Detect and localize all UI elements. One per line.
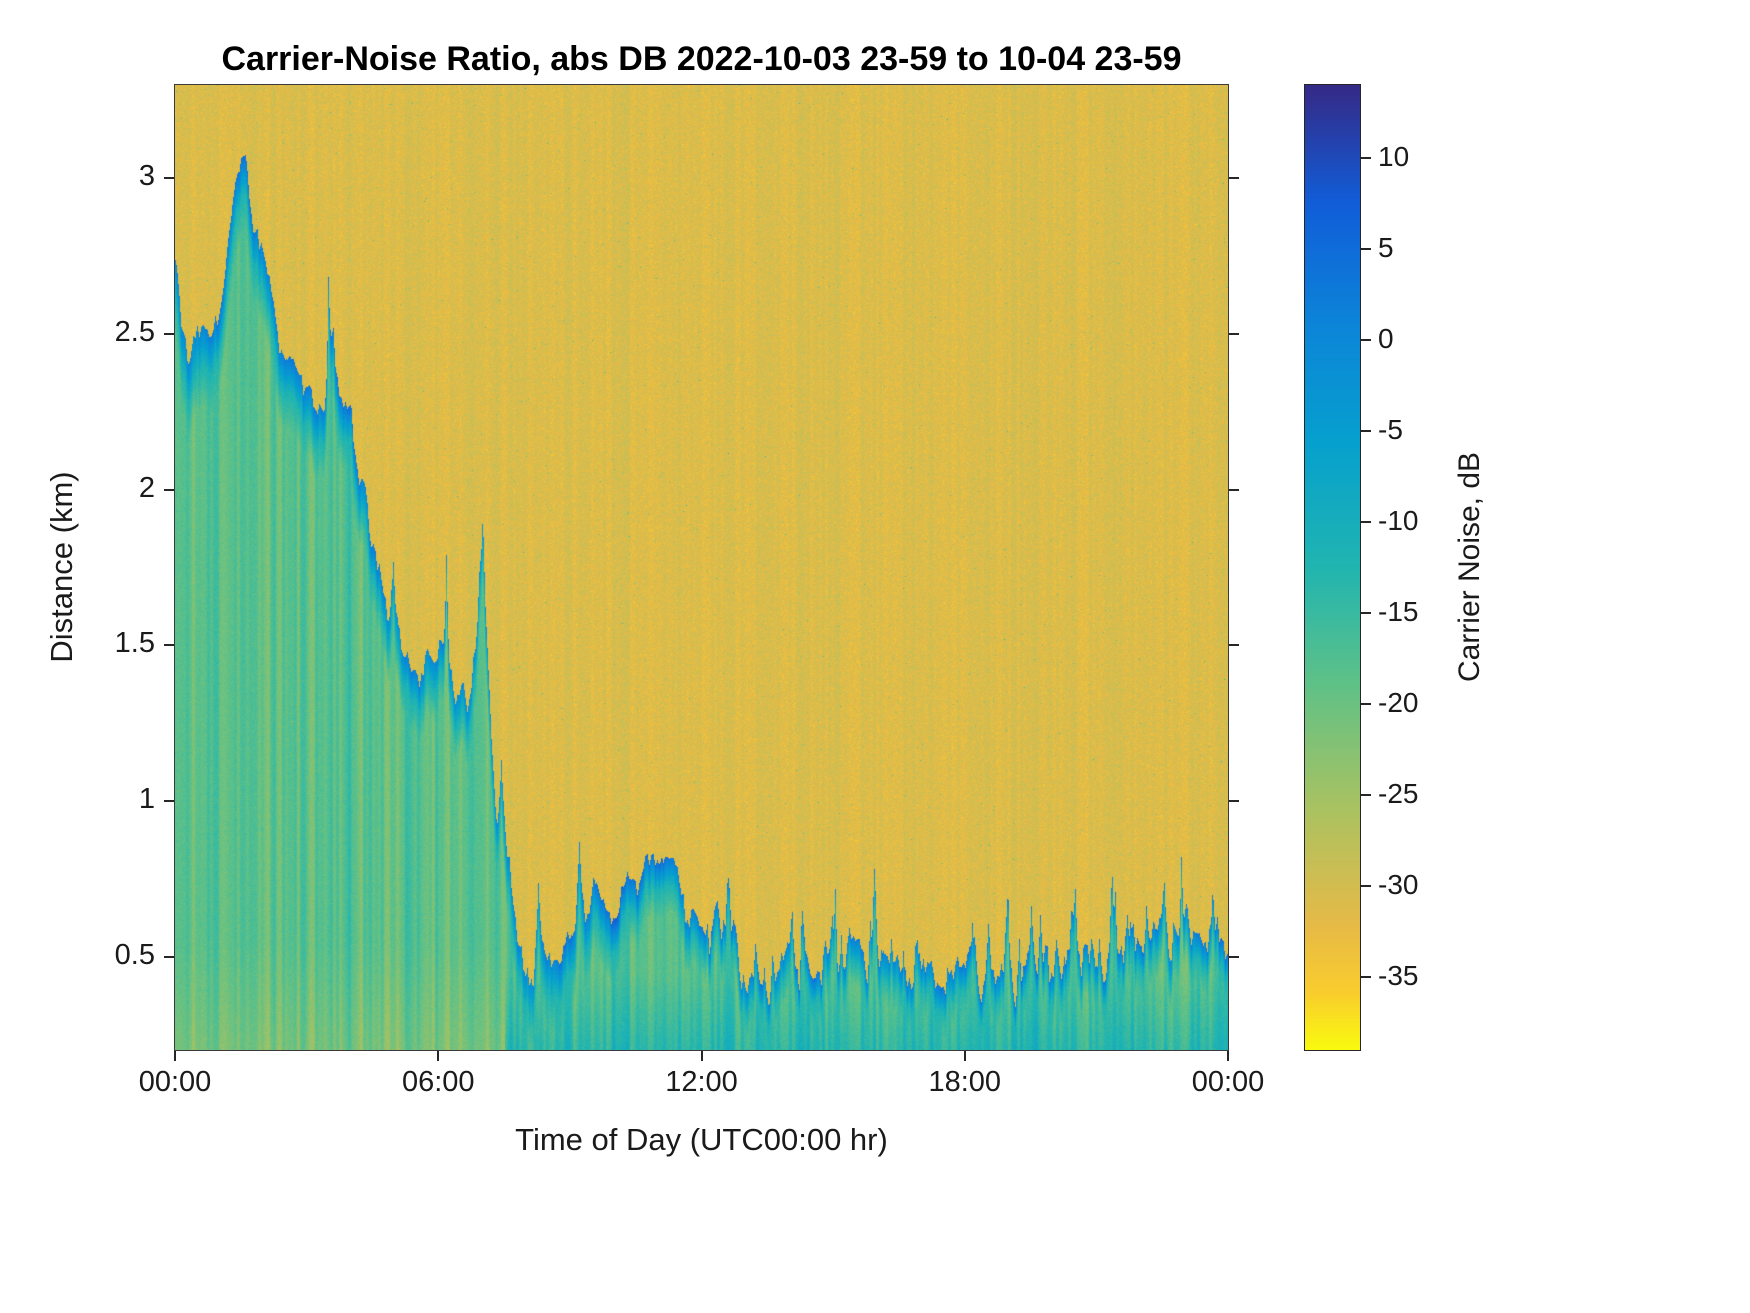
x-tick-mark [174,1051,176,1061]
x-tick-mark [1227,1051,1229,1061]
colorbar-tick-label: 10 [1378,140,1410,172]
colorbar-tick-mark [1361,429,1371,432]
x-tick-mark [437,1051,440,1061]
y-tick-mark [164,333,174,336]
colorbar-tick-mark [1361,794,1371,797]
x-tick-label: 06:00 [401,1066,475,1098]
x-tick-label: 18:00 [928,1066,1002,1098]
x-tick-label: 12:00 [665,1066,738,1098]
colorbar-canvas [1304,84,1361,1051]
colorbar-tick-label: -20 [1378,687,1419,719]
y-tick-mark-right [1229,799,1239,802]
chart-title: Carrier-Noise Ratio, abs DB 2022-10-03 2… [221,40,1182,78]
y-tick-mark-right [1229,644,1239,647]
colorbar-tick-label: -15 [1378,596,1419,628]
colorbar-tick-mark [1361,612,1371,615]
y-tick-mark-right [1229,177,1239,180]
y-tick-mark [164,177,174,180]
x-tick-label: 00:00 [1191,1066,1265,1098]
y-tick-mark [164,955,174,958]
y-tick-mark-right [1229,333,1239,336]
colorbar-tick-mark [1361,338,1371,341]
x-tick-mark [963,1051,966,1061]
y-tick-label: 0.5 [114,938,155,971]
colorbar-tick-label: -35 [1378,960,1419,992]
colorbar-tick-mark [1361,156,1371,159]
x-tick-label: 00:00 [138,1066,212,1098]
colorbar-tick-label: 5 [1378,231,1394,263]
y-tick-mark [164,488,174,491]
y-tick-mark-right [1229,488,1239,491]
colorbar-label: Carrier Noise, dB [1453,451,1486,683]
y-tick-label: 2.5 [114,316,155,349]
colorbar-tick-mark [1361,247,1371,250]
colorbar-tick-mark [1361,976,1371,979]
y-tick-label: 2 [138,471,155,504]
colorbar-tick-label: 0 [1378,322,1394,354]
colorbar-tick-label: -5 [1378,413,1403,445]
y-tick-label: 1 [138,782,155,815]
colorbar-tick-mark [1361,520,1371,523]
colorbar-tick-mark [1361,885,1371,888]
y-tick-mark [164,799,174,802]
colorbar-tick-label: -10 [1378,504,1419,536]
x-tick-mark [700,1051,703,1061]
x-axis-label: Time of Day (UTC00:00 hr) [515,1122,888,1157]
colorbar-tick-label: -30 [1378,869,1419,901]
y-tick-label: 3 [138,160,155,193]
colorbar-tick-mark [1361,703,1371,706]
heatmap-canvas [174,84,1229,1051]
y-tick-label: 1.5 [114,627,155,660]
y-tick-mark-right [1229,955,1239,958]
y-tick-mark [164,644,174,647]
colorbar-tick-label: -25 [1378,778,1419,810]
